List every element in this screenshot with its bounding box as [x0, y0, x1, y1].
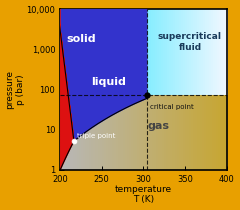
Polygon shape [58, 9, 74, 170]
Polygon shape [58, 9, 147, 141]
Text: triple point: triple point [77, 133, 116, 139]
Text: gas: gas [147, 121, 169, 131]
Text: solid: solid [66, 34, 96, 44]
Y-axis label: pressure
p (bar): pressure p (bar) [6, 70, 25, 109]
Text: critical point: critical point [150, 104, 194, 110]
Text: liquid: liquid [91, 77, 126, 87]
Text: supercritical
fluid: supercritical fluid [158, 33, 222, 52]
X-axis label: temperature
T (K): temperature T (K) [115, 185, 172, 205]
